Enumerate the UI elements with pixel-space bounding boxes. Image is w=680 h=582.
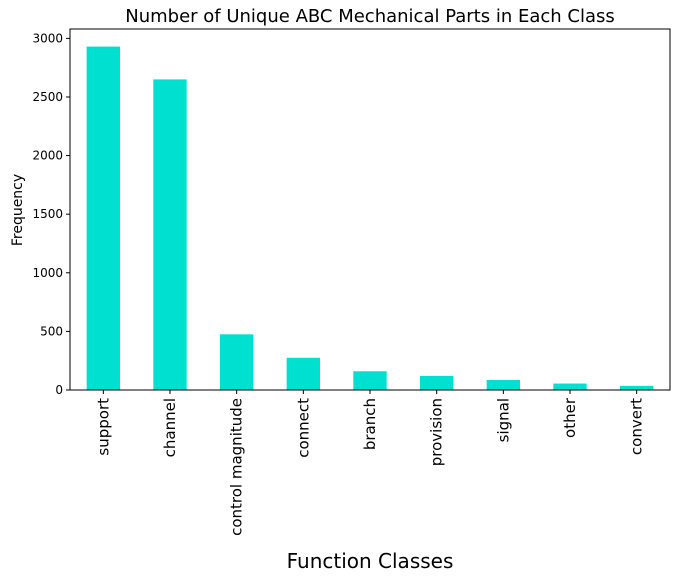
x-tick-label: control magnitude <box>228 398 246 536</box>
x-tick-label: branch <box>361 398 379 450</box>
y-tick-label: 500 <box>40 324 63 338</box>
chart-title: Number of Unique ABC Mechanical Parts in… <box>125 6 615 27</box>
x-tick-label: connect <box>294 398 312 458</box>
bar-control-magnitude <box>220 334 254 390</box>
x-tick-label: channel <box>161 398 179 457</box>
y-tick-label: 2500 <box>32 90 63 104</box>
y-axis: 0 500 1000 1500 2000 2500 3000 <box>32 31 70 397</box>
x-tick-label: signal <box>494 398 512 442</box>
x-tick-label: convert <box>628 398 646 455</box>
y-tick-label: 3000 <box>32 31 63 45</box>
x-tick-label: other <box>561 397 579 438</box>
bar-other <box>553 383 587 390</box>
bar-branch <box>353 371 387 390</box>
x-axis: support channel control magnitude connect br… <box>94 390 646 536</box>
bar-channel <box>153 79 187 390</box>
y-axis-label: Frequency <box>10 174 26 246</box>
bar-connect <box>286 357 320 390</box>
x-axis-label: Function Classes <box>287 549 454 573</box>
bar-signal <box>486 380 520 390</box>
y-tick-label: 1500 <box>32 207 63 221</box>
y-tick-label: 1000 <box>32 266 63 280</box>
y-tick-label: 2000 <box>32 149 63 163</box>
bars-group <box>86 46 654 390</box>
y-tick-label: 0 <box>55 383 63 397</box>
bar-support <box>86 46 120 390</box>
x-tick-label: support <box>94 398 112 456</box>
bar-convert <box>620 385 654 390</box>
bar-provision <box>420 375 454 390</box>
x-tick-label: provision <box>428 398 446 466</box>
